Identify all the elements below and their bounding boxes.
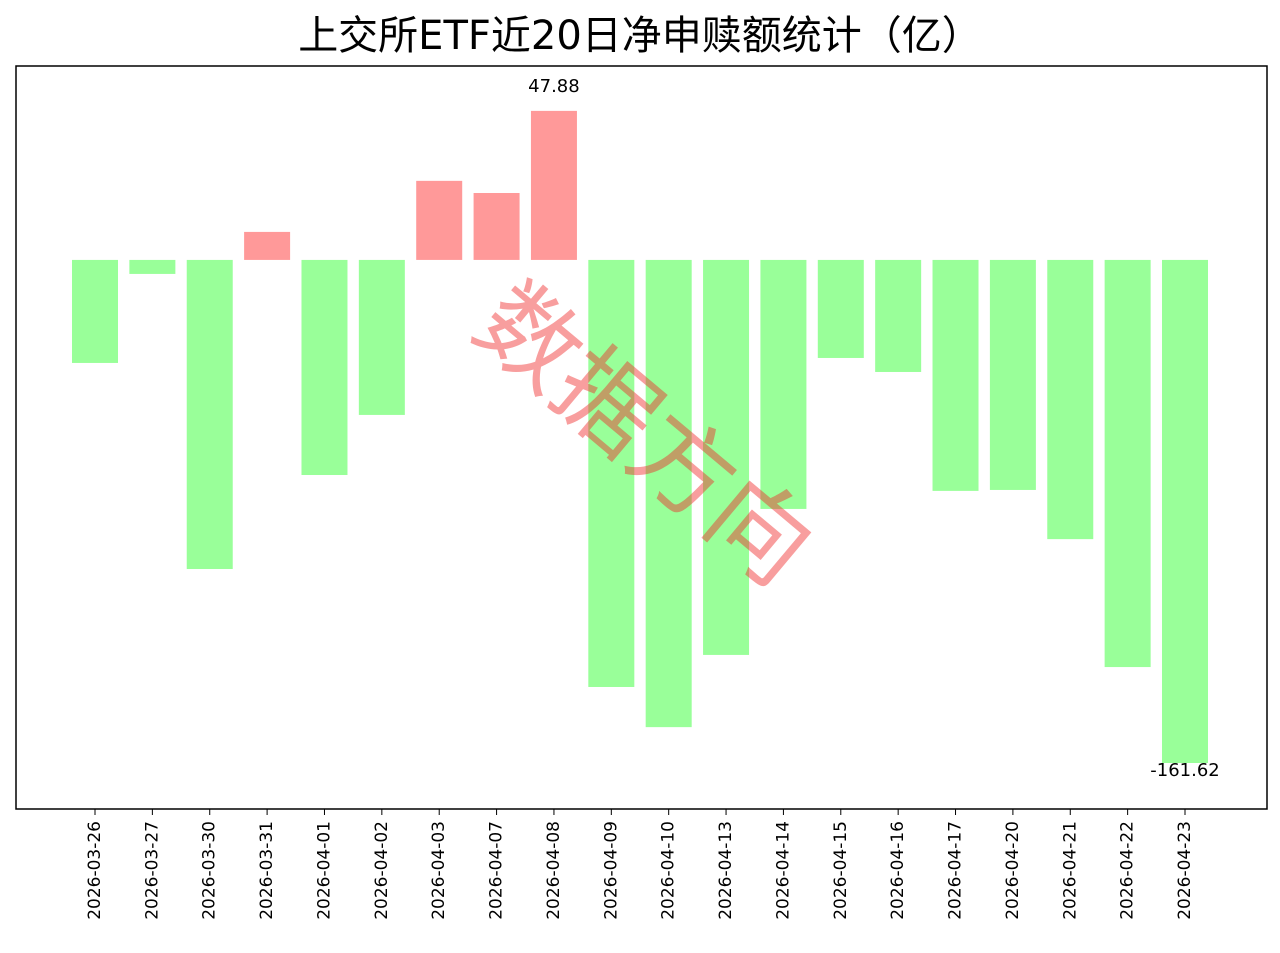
bar bbox=[989, 259, 1036, 490]
x-tick-label: 2026-04-23 bbox=[1175, 821, 1195, 920]
x-tick-label: 2026-04-02 bbox=[372, 821, 392, 920]
bar bbox=[817, 259, 864, 358]
bar bbox=[932, 259, 979, 491]
x-tick-label: 2026-04-08 bbox=[544, 821, 564, 920]
chart-title: 上交所ETF近20日净申赎额统计（亿） bbox=[298, 13, 982, 59]
bar bbox=[129, 259, 176, 274]
x-tick-label: 2026-04-21 bbox=[1060, 821, 1080, 920]
x-tick-label: 2026-04-03 bbox=[429, 821, 449, 920]
bar bbox=[875, 259, 922, 372]
x-tick-label: 2026-03-30 bbox=[200, 821, 220, 920]
x-tick-label: 2026-04-14 bbox=[773, 821, 793, 920]
bar bbox=[760, 259, 807, 509]
bar bbox=[72, 259, 118, 363]
bar bbox=[1047, 259, 1094, 540]
x-tick-label: 2026-04-07 bbox=[487, 821, 507, 920]
x-tick-label: 2026-04-13 bbox=[716, 821, 736, 920]
x-tick-label: 2026-04-20 bbox=[1003, 821, 1023, 920]
x-tick-label: 2026-04-17 bbox=[946, 821, 966, 920]
bar bbox=[416, 180, 463, 260]
x-tick-label: 2026-04-15 bbox=[831, 821, 851, 920]
plot-frame bbox=[15, 65, 1268, 810]
bar bbox=[530, 110, 577, 260]
x-tick-label: 2026-03-31 bbox=[257, 821, 277, 920]
bar bbox=[645, 259, 692, 728]
x-tick-label: 2026-03-26 bbox=[85, 821, 105, 920]
bar bbox=[703, 259, 750, 655]
x-tick-label: 2026-04-10 bbox=[659, 821, 679, 920]
bar bbox=[1104, 259, 1151, 668]
value-label: -161.62 bbox=[1150, 760, 1219, 781]
bar bbox=[301, 259, 348, 476]
x-tick-label: 2026-04-09 bbox=[601, 821, 621, 920]
x-tick-label: 2026-04-22 bbox=[1118, 821, 1138, 920]
bar bbox=[358, 259, 405, 415]
x-tick-label: 2026-04-01 bbox=[314, 821, 334, 920]
x-tick-label: 2026-04-16 bbox=[888, 821, 908, 920]
value-label: 47.88 bbox=[528, 76, 580, 97]
x-tick-label: 2026-03-27 bbox=[142, 821, 162, 920]
bar bbox=[473, 192, 520, 260]
bar bbox=[244, 231, 291, 260]
bar bbox=[588, 259, 635, 687]
bar bbox=[1162, 259, 1208, 763]
bar bbox=[186, 259, 233, 570]
